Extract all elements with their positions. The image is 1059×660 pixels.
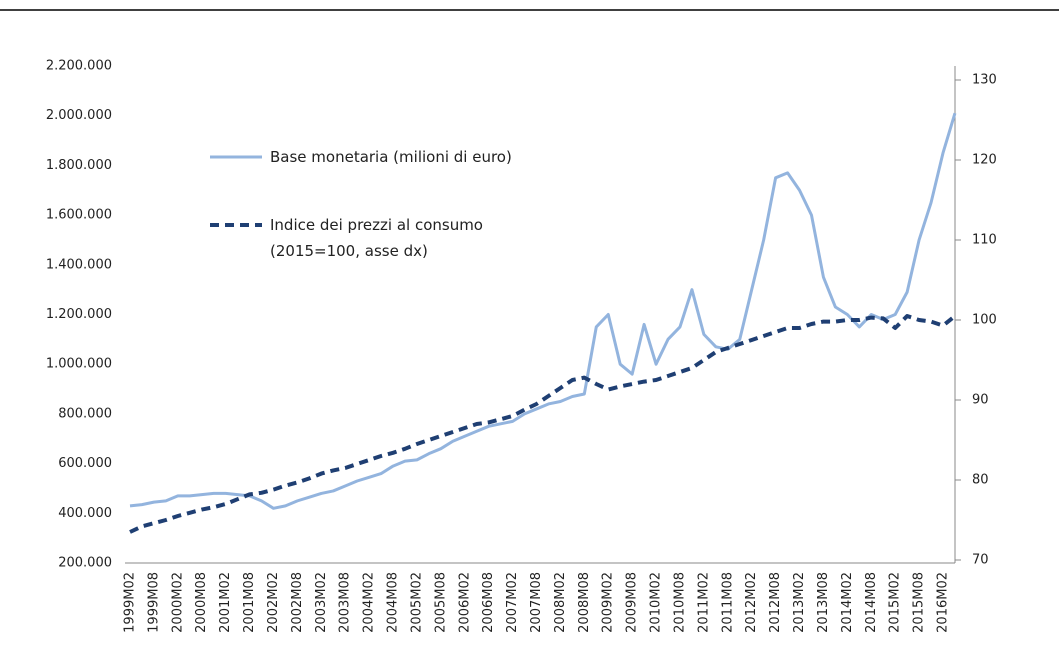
y-tick-label: 600.000	[58, 456, 112, 471]
x-tick-label: 2001M08	[242, 572, 257, 633]
x-tick-label: 2000M08	[194, 572, 209, 633]
x-tick-label: 2001M02	[218, 572, 233, 633]
y-tick-label: 1.000.000	[46, 357, 112, 372]
y-tick-label: 2.200.000	[46, 59, 112, 74]
x-tick-label: 2007M08	[529, 572, 544, 633]
x-tick-label: 2014M02	[840, 572, 855, 633]
y2-tick-label: 130	[972, 73, 997, 88]
x-tick-label: 2002M08	[290, 572, 305, 633]
x-tick-label: 2012M02	[744, 572, 759, 633]
x-tick-label: 2006M02	[457, 572, 472, 633]
x-tick-label: 2013M02	[792, 572, 807, 633]
y-tick-label: 2.000.000	[46, 108, 112, 123]
x-tick-label: 2003M02	[314, 572, 329, 633]
legend-entry: Indice dei prezzi al consumo (2015=100, …	[270, 216, 483, 260]
x-tick-label: 2006M08	[481, 572, 496, 633]
y-tick-label: 1.800.000	[46, 158, 112, 173]
y2-tick-label: 90	[972, 393, 989, 408]
y2-tick-label: 80	[972, 473, 989, 488]
x-tick-label: 2002M02	[266, 572, 281, 633]
x-tick-label: 2011M08	[720, 572, 735, 633]
x-tick-label: 2005M08	[433, 572, 448, 633]
x-tick-label: 2013M08	[816, 572, 831, 633]
y-tick-label: 1.600.000	[46, 208, 112, 223]
x-tick-label: 2016M02	[936, 572, 951, 633]
y2-tick-label: 110	[972, 233, 997, 248]
y2-tick-label: 70	[972, 553, 989, 568]
y2-tick-label: 100	[972, 313, 997, 328]
x-tick-label: 2015M08	[912, 572, 927, 633]
y-tick-label: 1.400.000	[46, 257, 112, 272]
x-tick-label: 2008M08	[577, 572, 592, 633]
x-tick-label: 2008M02	[553, 572, 568, 633]
y-tick-label: 800.000	[58, 406, 112, 421]
series-line	[129, 314, 957, 534]
x-tick-label: 2003M08	[338, 572, 353, 633]
series-line	[129, 112, 957, 510]
x-tick-label: 2015M02	[888, 572, 903, 633]
x-tick-label: 2010M08	[672, 572, 687, 633]
x-tick-label: 2012M08	[768, 572, 783, 633]
x-tick-label: 2004M08	[386, 572, 401, 633]
x-tick-label: 2000M02	[170, 572, 185, 633]
legend-entry: Base monetaria (milioni di euro)	[270, 148, 512, 166]
x-tick-label: 2010M02	[649, 572, 664, 633]
x-tick-label: 2005M02	[409, 572, 424, 633]
x-tick-label: 1999M08	[146, 572, 161, 633]
x-tick-label: 2014M08	[864, 572, 879, 633]
x-tick-label: 2009M02	[601, 572, 616, 633]
y-tick-label: 400.000	[58, 506, 112, 521]
y-tick-label: 1.200.000	[46, 307, 112, 322]
y2-tick-label: 120	[972, 153, 997, 168]
x-tick-label: 1999M02	[123, 572, 138, 633]
x-tick-label: 2009M08	[625, 572, 640, 633]
x-tick-label: 2011M02	[696, 572, 711, 633]
x-tick-label: 2004M02	[362, 572, 377, 633]
y-tick-label: 200.000	[58, 556, 112, 571]
x-tick-label: 2007M02	[505, 572, 520, 633]
